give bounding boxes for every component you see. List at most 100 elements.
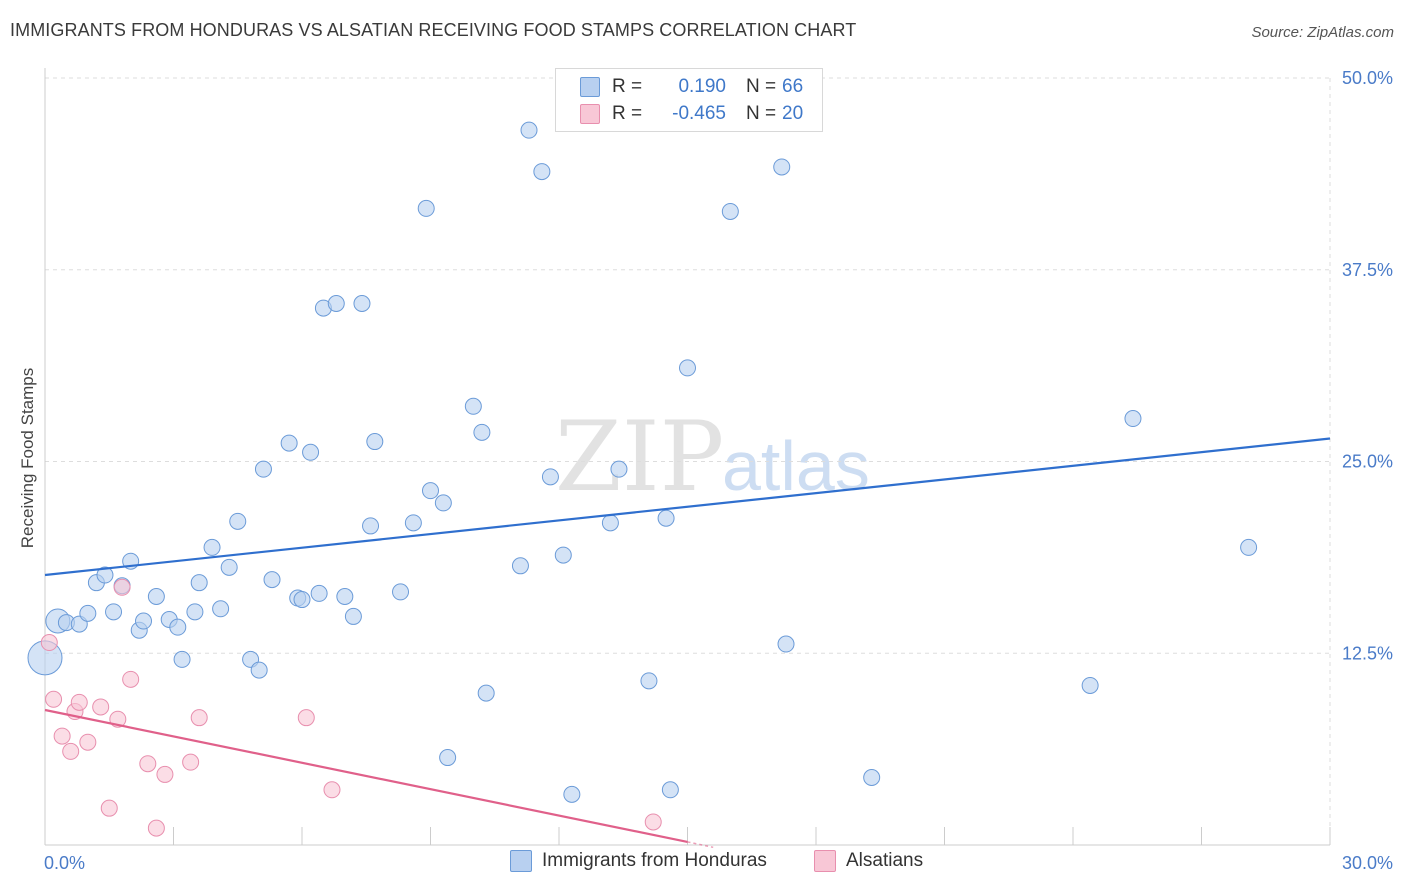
honduras-point: [422, 482, 439, 500]
honduras-point: [464, 397, 482, 415]
honduras-point: [186, 603, 204, 621]
honduras-point: [1124, 410, 1142, 428]
alsatian-point: [100, 799, 118, 817]
alsatian-point: [113, 578, 131, 596]
x-tick-labels: 0.0% 30.0%: [44, 853, 1393, 873]
honduras-point: [640, 672, 658, 690]
honduras-point: [610, 460, 628, 478]
honduras-point: [721, 202, 739, 220]
honduras-point: [135, 612, 153, 630]
honduras-point: [79, 604, 97, 622]
chart-title: IMMIGRANTS FROM HONDURAS VS ALSATIAN REC…: [10, 20, 857, 40]
alsatian-point: [323, 781, 341, 799]
correlation-legend: R = 0.190 N = 66 R = -0.465 N = 20: [555, 68, 823, 132]
legend-swatch-honduras: [580, 77, 600, 97]
honduras-point: [280, 434, 298, 452]
honduras-point: [520, 121, 538, 139]
x-tick-label-max: 30.0%: [1342, 853, 1393, 873]
honduras-point: [679, 359, 696, 377]
legend-r-label: R =: [612, 76, 643, 97]
honduras-point: [229, 512, 247, 530]
alsatian-point: [122, 670, 140, 688]
legend-n-label: N =: [746, 76, 777, 97]
legend-label-alsatians: Alsatians: [846, 850, 924, 871]
trend-line-honduras: [44, 437, 1331, 577]
honduras-point: [1081, 676, 1099, 694]
trend-lines: [44, 437, 1331, 849]
honduras-point: [533, 163, 551, 181]
legend-n-value-alsatians: 20: [782, 103, 804, 124]
honduras-point: [863, 769, 881, 787]
alsatian-point: [190, 709, 208, 727]
honduras-point: [147, 587, 165, 605]
honduras-point: [404, 514, 422, 532]
legend-n-label: N =: [746, 103, 777, 124]
honduras-point: [250, 661, 268, 679]
honduras-point: [777, 635, 795, 653]
alsatian-point: [156, 765, 174, 783]
honduras-point: [1240, 538, 1258, 556]
y-tick-label: 50.0%: [1342, 68, 1393, 88]
legend-item-honduras: Immigrants from Honduras: [510, 850, 767, 872]
series-alsatians-points: [40, 578, 662, 837]
honduras-point: [541, 468, 559, 486]
honduras-point: [96, 566, 114, 584]
honduras-point: [657, 509, 675, 527]
honduras-point: [563, 785, 581, 803]
alsatian-point: [53, 727, 71, 745]
alsatian-point: [79, 733, 97, 751]
alsatian-point: [182, 753, 200, 771]
honduras-point: [439, 749, 457, 767]
watermark-atlas: atlas: [722, 427, 870, 505]
legend-swatch-alsatians: [814, 850, 836, 872]
legend-label-honduras: Immigrants from Honduras: [542, 850, 767, 871]
honduras-point: [203, 538, 221, 556]
honduras-point: [327, 294, 345, 312]
honduras-point: [336, 587, 354, 605]
source-label: Source: ZipAtlas.com: [1251, 24, 1394, 41]
alsatian-point: [147, 819, 165, 837]
honduras-point: [554, 546, 572, 564]
trend-line-alsatians: [44, 708, 688, 844]
legend-row-honduras: R = 0.190 N = 66: [580, 74, 803, 100]
legend-row-alsatians: R = -0.465 N = 20: [580, 101, 803, 127]
legend-n-value-honduras: 66: [782, 76, 804, 97]
honduras-point: [293, 591, 311, 609]
honduras-point: [473, 423, 491, 441]
honduras-point: [190, 574, 208, 592]
y-tick-labels: 12.5% 25.0% 37.5% 50.0%: [1342, 68, 1393, 663]
legend-r-value-alsatians: -0.465: [672, 103, 726, 124]
honduras-point: [302, 443, 320, 461]
honduras-point: [601, 514, 619, 532]
honduras-point: [220, 558, 238, 576]
honduras-point: [477, 684, 495, 702]
honduras-point: [254, 460, 272, 478]
legend-r-value-honduras: 0.190: [678, 76, 726, 97]
honduras-point: [417, 199, 435, 217]
alsatian-point: [62, 742, 80, 760]
alsatian-point: [40, 634, 58, 652]
legend-swatch-honduras: [510, 850, 532, 872]
honduras-point: [362, 517, 380, 535]
watermark-zip: ZIP: [555, 401, 724, 513]
grid-lines: [45, 77, 1331, 845]
honduras-point: [310, 584, 328, 602]
alsatian-point: [45, 690, 63, 708]
legend-item-alsatians: Alsatians: [814, 850, 923, 872]
alsatian-point: [92, 698, 110, 716]
honduras-point: [169, 618, 187, 636]
honduras-point: [263, 571, 281, 589]
honduras-point: [173, 650, 191, 668]
honduras-point: [511, 557, 529, 575]
honduras-point: [212, 600, 230, 618]
honduras-point: [353, 294, 371, 312]
legend-r-label: R =: [612, 103, 643, 124]
y-tick-label: 25.0%: [1342, 452, 1393, 472]
alsatian-point: [139, 755, 157, 773]
y-tick-label: 12.5%: [1342, 643, 1393, 663]
honduras-point: [773, 158, 791, 176]
honduras-point: [661, 781, 679, 799]
honduras-point: [344, 607, 362, 625]
alsatian-point: [70, 693, 88, 711]
